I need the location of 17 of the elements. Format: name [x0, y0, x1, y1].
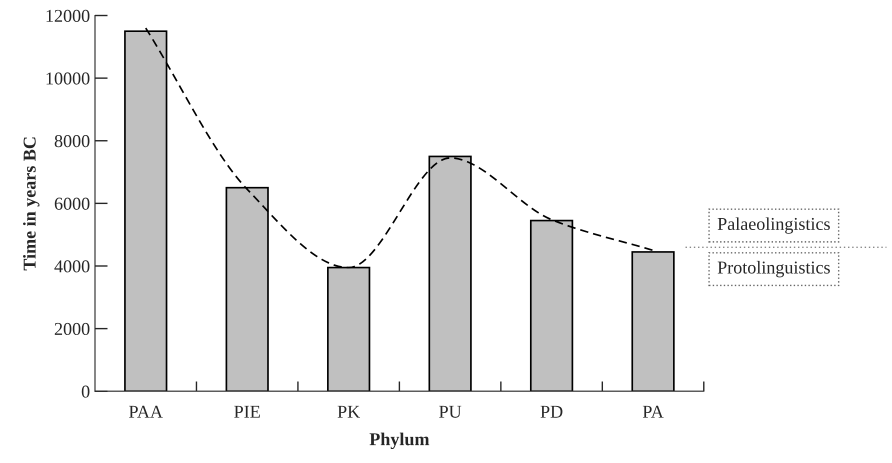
x-tick-label: PAA — [129, 406, 163, 418]
y-tick-label: 8000 — [54, 135, 90, 148]
x-axis-title: Phylum — [370, 432, 430, 450]
x-tick-label: PA — [642, 406, 664, 418]
x-tick-label: PK — [338, 406, 360, 418]
x-tick-label: PIE — [234, 406, 260, 418]
x-tick-label: PD — [540, 406, 562, 418]
y-tick-label: 4000 — [54, 260, 90, 272]
y-tick-label: 12000 — [46, 10, 90, 22]
text: Protolinguistics — [718, 260, 830, 278]
y-tick-label: 6000 — [54, 198, 90, 210]
y-tick-label: 2000 — [54, 322, 90, 336]
y-tick-label: 10000 — [46, 72, 90, 85]
y-tick-label: 0 — [82, 385, 90, 398]
x-tick-label: PU — [439, 406, 462, 418]
text: Palaeolingistics — [718, 217, 830, 234]
y-axis-title: Time in years BC — [23, 137, 40, 270]
